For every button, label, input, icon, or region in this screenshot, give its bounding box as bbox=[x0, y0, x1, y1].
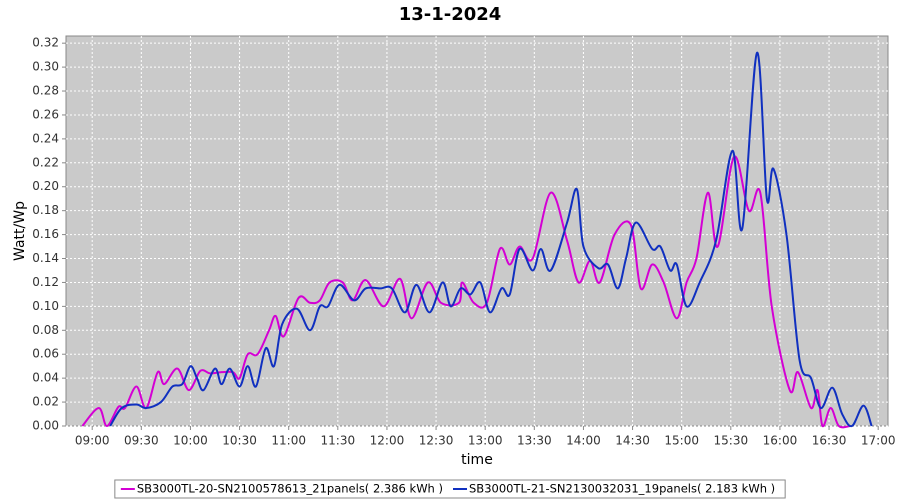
x-tick-label: 16:30 bbox=[812, 434, 847, 448]
y-tick-label: 0.30 bbox=[32, 60, 59, 74]
y-tick-label: 0.24 bbox=[32, 131, 59, 145]
y-tick-label: 0.18 bbox=[32, 203, 59, 217]
y-axis-label: Watt/Wp bbox=[12, 201, 28, 261]
y-tick-label: 0.22 bbox=[32, 155, 59, 169]
y-tick-label: 0.02 bbox=[32, 395, 59, 409]
x-tick-label: 17:00 bbox=[861, 434, 896, 448]
y-tick-label: 0.04 bbox=[32, 371, 59, 385]
x-tick-label: 15:00 bbox=[664, 434, 699, 448]
y-tick-label: 0.14 bbox=[32, 251, 59, 265]
x-tick-label: 11:30 bbox=[321, 434, 356, 448]
legend: SB3000TL-20-SN2100578613_21panels( 2.386… bbox=[114, 479, 786, 499]
y-tick-label: 0.28 bbox=[32, 84, 59, 98]
y-tick-label: 0.06 bbox=[32, 347, 59, 361]
y-tick-label: 0.00 bbox=[32, 419, 59, 433]
y-tick-label: 0.10 bbox=[32, 299, 59, 313]
x-tick-label: 12:30 bbox=[419, 434, 454, 448]
chart-title: 13-1-2024 bbox=[399, 4, 502, 25]
series-line bbox=[81, 155, 851, 429]
y-tick-label: 0.32 bbox=[32, 36, 59, 50]
y-tick-label: 0.08 bbox=[32, 323, 59, 337]
x-tick-label: 10:30 bbox=[222, 434, 257, 448]
y-tick-label: 0.26 bbox=[32, 107, 59, 121]
series-line bbox=[109, 51, 873, 428]
legend-label: SB3000TL-20-SN2100578613_21panels( 2.386… bbox=[137, 482, 443, 496]
x-tick-label: 10:00 bbox=[173, 434, 208, 448]
y-tick-label: 0.12 bbox=[32, 275, 59, 289]
plot-area bbox=[65, 35, 889, 427]
x-tick-label: 13:00 bbox=[468, 434, 503, 448]
y-tick-label: 0.16 bbox=[32, 227, 59, 241]
x-tick-label: 12:00 bbox=[370, 434, 405, 448]
x-tick-label: 13:30 bbox=[517, 434, 552, 448]
y-tick-label: 0.20 bbox=[32, 179, 59, 193]
x-tick-label: 09:30 bbox=[124, 434, 159, 448]
legend-label: SB3000TL-21-SN2130032031_19panels( 2.183… bbox=[469, 482, 775, 496]
x-axis-label: time bbox=[461, 452, 493, 468]
x-tick-label: 15:30 bbox=[714, 434, 749, 448]
legend-box bbox=[114, 479, 786, 499]
x-tick-label: 14:00 bbox=[566, 434, 601, 448]
x-tick-label: 09:00 bbox=[75, 434, 110, 448]
x-tick-label: 14:30 bbox=[615, 434, 650, 448]
x-tick-label: 16:00 bbox=[763, 434, 798, 448]
x-tick-label: 11:00 bbox=[271, 434, 306, 448]
